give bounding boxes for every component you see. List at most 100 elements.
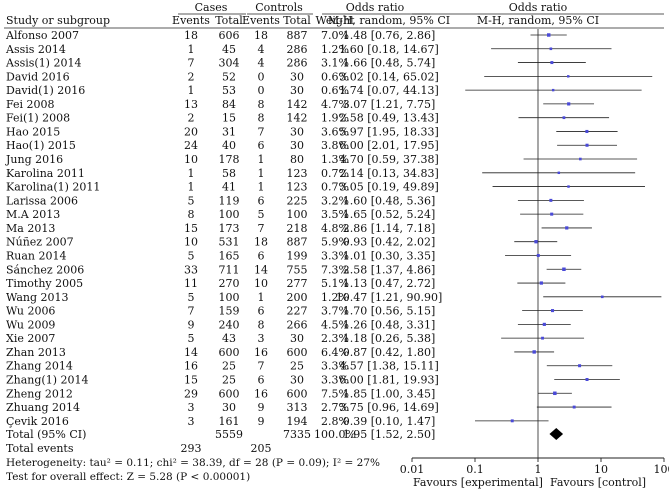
cases-total: 43 [222, 332, 236, 345]
cases-events: 15 [184, 374, 198, 387]
odds-ratio-ci: 0.39 [0.10, 1.47] [343, 415, 436, 428]
study-name: Núñez 2007 [6, 236, 74, 249]
study-name: Zhang(1) 2014 [6, 374, 88, 387]
cases-total: 58 [222, 167, 236, 180]
odds-ratio-ci: 1.85 [1.00, 3.45] [343, 387, 436, 400]
cases-events: 8 [188, 208, 195, 221]
odds-ratio-ci: 1.65 [0.52, 5.24] [343, 208, 436, 221]
study-name: Alfonso 2007 [5, 29, 79, 42]
cases-events: 1 [188, 84, 195, 97]
study-point-estimate [562, 116, 566, 120]
weight: 1.2% [321, 291, 349, 304]
study-point-estimate [585, 143, 589, 147]
weight: 4.8% [321, 222, 349, 235]
study-rows: Alfonso 2007 18 606 18 887 7.0%1.48 [0.76, 2.… [5, 29, 442, 428]
cases-total: 240 [219, 318, 240, 331]
cases-total: 531 [219, 236, 240, 249]
cases-total: 31 [222, 125, 236, 138]
total-events-controls: 205 [251, 442, 272, 455]
header-controls: Controls [255, 1, 303, 14]
study-name: Larissa 2006 [6, 194, 78, 207]
cases-total: 270 [219, 277, 240, 290]
controls-events: 8 [258, 318, 265, 331]
study-name: Ruan 2014 [6, 249, 67, 262]
controls-events: 1 [258, 291, 265, 304]
controls-total: 887 [287, 236, 308, 249]
cases-total: 45 [222, 43, 236, 56]
controls-events: 6 [258, 194, 265, 207]
cases-events: 24 [184, 139, 198, 152]
odds-ratio-ci: 2.86 [1.14, 7.18] [343, 222, 436, 235]
study-name: Karolina 2011 [6, 167, 85, 180]
weight: 1.2% [321, 43, 349, 56]
cases-total: 119 [219, 194, 240, 207]
controls-events: 14 [254, 263, 268, 276]
controls-total: 286 [287, 57, 308, 70]
odds-ratio-ci: 2.14 [0.13, 34.83] [339, 167, 439, 180]
cases-events: 15 [184, 222, 198, 235]
odds-ratio-ci: 3.05 [0.19, 49.89] [339, 181, 439, 194]
weight: 0.6% [321, 84, 349, 97]
study-point-estimate [534, 240, 538, 244]
cases-total: 100 [219, 208, 240, 221]
controls-total: 30 [290, 125, 304, 138]
cases-events: 18 [184, 29, 198, 42]
weight: 3.7% [321, 305, 349, 318]
study-point-estimate [551, 88, 555, 92]
controls-events: 8 [258, 98, 265, 111]
weight: 1.3% [321, 153, 349, 166]
x-axis-tick-label: 100 [654, 463, 669, 476]
overall-effect-text: Test for overall effect: Z = 5.28 (P < 0… [6, 471, 250, 483]
study-point-estimate [510, 419, 514, 423]
weight: 6.4% [321, 346, 349, 359]
cases-events: 1 [188, 43, 195, 56]
study-point-estimate [550, 61, 554, 65]
header-odds-ratio-table: Odds ratio [346, 1, 405, 14]
odds-ratio-ci: 0.87 [0.42, 1.80] [343, 346, 436, 359]
x-axis: 0.01 0.1 1 10 100 [400, 457, 669, 476]
study-name: David 2016 [6, 70, 70, 83]
controls-events: 9 [258, 401, 265, 414]
controls-total: 286 [287, 43, 308, 56]
controls-events: 4 [258, 57, 265, 70]
study-name: Karolina(1) 2011 [6, 181, 100, 194]
study-name: Zhang 2014 [6, 360, 73, 373]
pooled-diamond [549, 428, 564, 440]
study-name: Wu 2006 [6, 305, 55, 318]
controls-total: 277 [287, 277, 308, 290]
controls-total: 313 [287, 401, 308, 414]
controls-total: 199 [287, 249, 308, 262]
weight: 3.3% [321, 360, 349, 373]
study-point-estimate [572, 405, 576, 409]
cases-events: 16 [184, 360, 198, 373]
cases-total: 25 [222, 360, 236, 373]
odds-ratio-ci: 1.60 [0.48, 5.36] [343, 194, 436, 207]
study-name: Hao 2015 [6, 125, 60, 138]
controls-events: 6 [258, 374, 265, 387]
x-axis-tick-label: 10 [594, 463, 608, 476]
cases-total: 40 [222, 139, 236, 152]
controls-events: 5 [258, 208, 265, 221]
total-events-cases: 293 [181, 442, 202, 455]
controls-total: 266 [287, 318, 308, 331]
controls-total: 218 [287, 222, 308, 235]
favours-left-label: Favours [experimental] [413, 476, 543, 489]
study-point-estimate [557, 171, 561, 175]
cases-events: 5 [188, 291, 195, 304]
controls-total: 30 [290, 84, 304, 97]
controls-total: 755 [287, 263, 308, 276]
study-point-estimate [600, 295, 604, 299]
header-controls-total: Total [283, 14, 311, 27]
odds-ratio-ci: 3.75 [0.96, 14.69] [339, 401, 439, 414]
plot-marks [465, 29, 662, 458]
cases-events: 3 [188, 415, 195, 428]
cases-total: 304 [219, 57, 240, 70]
odds-ratio-ci: 4.57 [1.38, 15.11] [339, 360, 439, 373]
controls-events: 0 [258, 84, 265, 97]
study-name: Xie 2007 [6, 332, 55, 345]
controls-total: 227 [287, 305, 308, 318]
study-name: Fei 2008 [6, 98, 55, 111]
controls-events: 16 [254, 346, 268, 359]
controls-events: 8 [258, 112, 265, 125]
